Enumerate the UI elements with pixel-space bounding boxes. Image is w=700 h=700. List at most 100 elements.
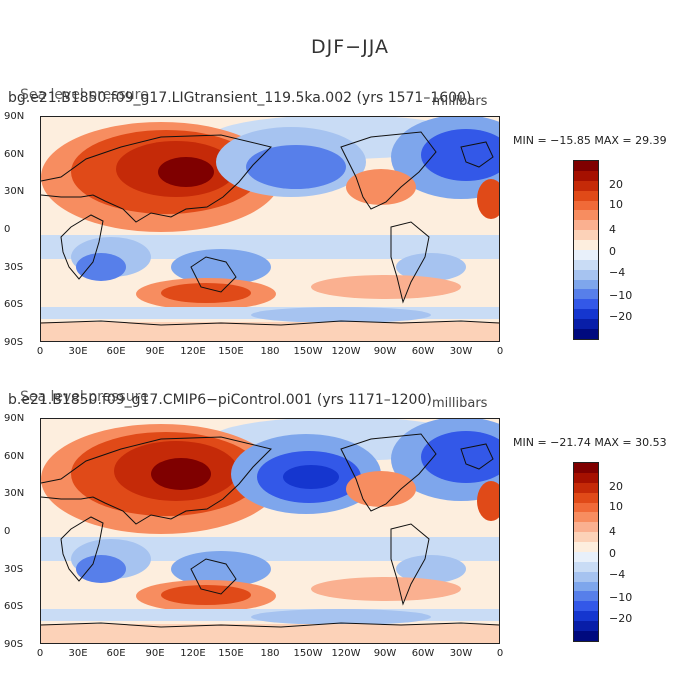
x-tick: 120E [180,346,206,357]
min-max-text: MIN = −15.85 MAX = 29.39 [513,134,667,147]
colorbar-swatch [574,220,598,231]
x-tick: 120W [331,346,361,357]
x-tick: 0 [496,648,504,659]
colorbar-swatch [574,482,598,493]
map-field [41,117,499,341]
colorbar-swatch [574,328,598,339]
colorbar-label: 4 [609,525,616,538]
x-tick: 150W [293,346,323,357]
colorbar-swatch [574,492,598,503]
variable-label: Sea level pressure [20,87,149,103]
figure-title: DJF−JJA [311,36,389,58]
colorbar [573,462,599,642]
colorbar-swatch [574,522,598,533]
colorbar-swatch [574,269,598,280]
colorbar-swatch [574,512,598,523]
colorbar-swatch [574,249,598,260]
x-tick: 30E [68,346,88,357]
y-tick: 30N [4,488,25,499]
colorbar-swatch [574,240,598,250]
x-tick: 150E [218,648,244,659]
x-tick: 120W [331,648,361,659]
colorbar-swatch [574,591,598,602]
slp-map [40,418,500,644]
colorbar-swatch [574,542,598,552]
x-tick: 90E [145,648,165,659]
y-tick: 90S [4,639,24,650]
x-tick: 0 [36,648,44,659]
y-tick: 0 [4,526,11,537]
map-field [41,419,499,643]
colorbar-label: 0 [609,245,616,258]
x-tick: 120E [180,648,206,659]
colorbar-swatch [574,571,598,582]
x-tick: 60W [411,648,435,659]
colorbar-swatch [574,463,598,473]
colorbar-swatch [574,472,598,483]
colorbar-swatch [574,581,598,592]
colorbar-swatch [574,259,598,270]
y-tick: 90S [4,337,24,348]
y-tick: 0 [4,224,11,235]
case-label: b.e21.B1850.f09_g17.CMIP6−piControl.001 … [8,392,432,408]
slp-map [40,116,500,342]
colorbar-swatch [574,611,598,621]
colorbar-swatch [574,319,598,329]
colorbar-label: 20 [609,480,623,493]
x-tick: 180 [260,648,280,659]
colorbar-swatch [574,299,598,310]
colorbar-swatch [574,200,598,211]
colorbar-swatch [574,210,598,221]
colorbar-label: −10 [609,289,633,302]
colorbar-swatch [574,309,598,319]
y-tick: 60S [4,299,24,310]
x-tick: 150W [293,648,323,659]
colorbar-label: 0 [609,547,616,560]
y-tick: 30S [4,564,24,575]
x-tick: 60E [106,648,126,659]
y-tick: 60N [4,149,25,160]
variable-label: Sea level pressure [20,389,149,405]
colorbar-label: 10 [609,500,623,513]
colorbar-label: 20 [609,178,623,191]
x-tick: 30E [68,648,88,659]
colorbar-swatch [574,502,598,513]
y-tick: 60N [4,451,25,462]
units-label: millibars [432,396,488,411]
colorbar-label: −4 [609,266,626,279]
colorbar-label: −4 [609,568,626,581]
x-tick: 0 [36,346,44,357]
colorbar-label: −10 [609,591,633,604]
panel-bottom: Sea level pressure b.e21.B1850.f09_g17.C… [0,389,700,690]
colorbar-swatch [574,161,598,171]
colorbar-swatch [574,561,598,572]
colorbar-swatch [574,630,598,641]
colorbar [573,160,599,340]
colorbar-swatch [574,551,598,562]
y-tick: 30N [4,186,25,197]
colorbar-label: −20 [609,612,633,625]
colorbar-label: −20 [609,310,633,323]
colorbar-swatch [574,621,598,631]
colorbar-swatch [574,230,598,240]
colorbar-label: 10 [609,198,623,211]
x-tick: 30W [449,648,473,659]
colorbar-swatch [574,279,598,290]
y-tick: 90N [4,111,25,122]
x-tick: 180 [260,346,280,357]
x-tick: 30W [449,346,473,357]
colorbar-swatch [574,532,598,542]
x-tick: 60W [411,346,435,357]
min-max-text: MIN = −21.74 MAX = 30.53 [513,436,667,449]
x-tick: 90E [145,346,165,357]
colorbar-label: 4 [609,223,616,236]
y-tick: 30S [4,262,24,273]
colorbar-swatch [574,180,598,191]
x-tick: 0 [496,346,504,357]
panel-top: Sea level pressure bg.e21.B1850.f09_g17.… [0,87,700,388]
colorbar-swatch [574,289,598,300]
x-tick: 60E [106,346,126,357]
case-label: bg.e21.B1850.f09_g17.LIGtransient_119.5k… [8,90,472,106]
x-tick: 150E [218,346,244,357]
y-tick: 90N [4,413,25,424]
